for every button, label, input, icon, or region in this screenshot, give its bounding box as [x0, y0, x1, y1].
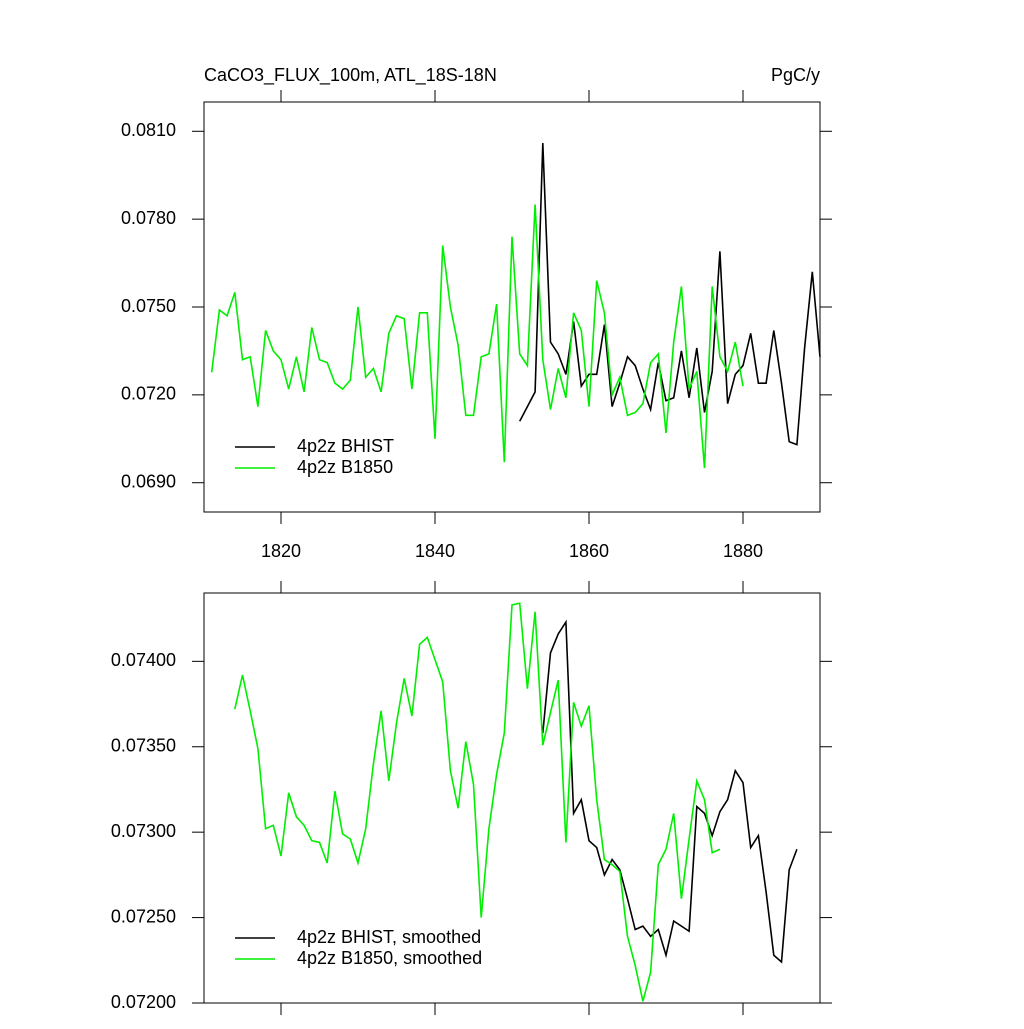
chart-title: CaCO3_FLUX_100m, ATL_18S-18N: [204, 65, 497, 86]
unit-label: PgC/y: [771, 65, 820, 85]
y-tick-label: 0.0720: [121, 384, 176, 404]
x-tick-label: 1840: [415, 541, 455, 561]
plot-frame: [203, 592, 821, 1004]
x-tick-label: 1820: [261, 541, 301, 561]
legend-label: 4p2z BHIST: [297, 436, 394, 456]
data-line: [210, 204, 744, 469]
x-tick-label: 1860: [569, 541, 609, 561]
data-line: [234, 602, 721, 1002]
y-tick-label: 0.07400: [111, 650, 176, 670]
y-tick-label: 0.0810: [121, 120, 176, 140]
y-tick-label: 0.07200: [111, 992, 176, 1012]
data-line: [518, 142, 821, 446]
legend-label: 4p2z BHIST, smoothed: [297, 927, 481, 947]
y-tick-label: 0.07250: [111, 906, 176, 926]
y-tick-label: 0.07350: [111, 736, 176, 756]
y-tick-label: 0.0690: [121, 471, 176, 491]
y-tick-label: 0.0750: [121, 296, 176, 316]
y-tick-label: 0.07300: [111, 821, 176, 841]
legend-label: 4p2z B1850: [297, 457, 393, 477]
x-tick-label: 1880: [723, 541, 763, 561]
y-tick-label: 0.0780: [121, 208, 176, 228]
legend-label: 4p2z B1850, smoothed: [297, 948, 482, 968]
data-line: [542, 619, 798, 964]
